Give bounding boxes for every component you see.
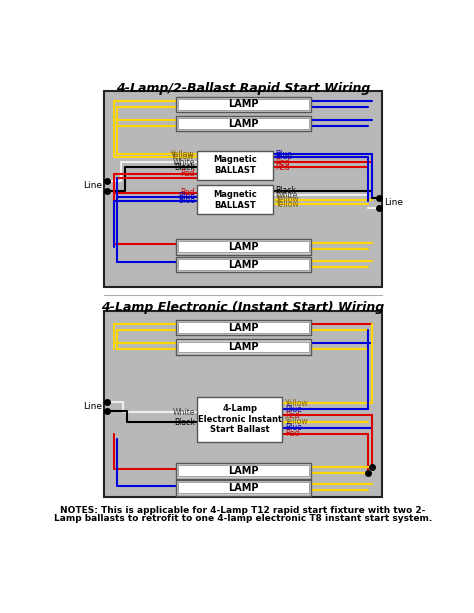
Bar	[175, 480, 311, 495]
Text: Yellow: Yellow	[275, 196, 299, 204]
Text: LAMP: LAMP	[228, 99, 258, 109]
Text: Blue: Blue	[275, 152, 292, 161]
Bar	[175, 257, 311, 272]
Text: Yellow: Yellow	[275, 200, 299, 209]
Text: Black: Black	[174, 418, 195, 427]
Text: Blue: Blue	[178, 196, 195, 205]
Text: Red: Red	[275, 163, 290, 172]
Text: Blue: Blue	[285, 423, 301, 432]
Bar	[104, 311, 382, 497]
Text: Black: Black	[174, 163, 195, 172]
Bar	[175, 339, 311, 354]
Bar	[197, 185, 273, 215]
Bar	[175, 116, 311, 131]
Text: Blue: Blue	[275, 150, 292, 159]
Text: Red: Red	[275, 158, 290, 167]
Bar	[197, 397, 283, 441]
Text: Line: Line	[83, 181, 102, 191]
Text: Lamp ballasts to retrofit to one 4-lamp electronic T8 instant start system.: Lamp ballasts to retrofit to one 4-lamp …	[54, 514, 432, 523]
Text: 4-Lamp
Electronic Instant
Start Ballast: 4-Lamp Electronic Instant Start Ballast	[198, 405, 282, 434]
Bar	[175, 97, 311, 112]
Text: LAMP: LAMP	[228, 342, 258, 352]
Text: 4-Lamp Electronic (Instant Start) Wiring: 4-Lamp Electronic (Instant Start) Wiring	[101, 301, 384, 314]
Bar	[178, 341, 309, 352]
Bar	[175, 239, 311, 254]
Text: Black: Black	[275, 186, 296, 195]
Text: LAMP: LAMP	[228, 259, 258, 270]
Bar	[197, 151, 273, 180]
Text: Magnetic
BALLAST: Magnetic BALLAST	[213, 190, 257, 210]
Text: Red: Red	[181, 188, 195, 197]
Bar	[178, 99, 309, 110]
Text: 4-Lamp/2-Ballast Rapid Start Wiring: 4-Lamp/2-Ballast Rapid Start Wiring	[116, 82, 370, 95]
Text: Blue: Blue	[178, 192, 195, 201]
Text: LAMP: LAMP	[228, 118, 258, 129]
Bar	[178, 259, 309, 270]
Bar	[178, 482, 309, 493]
Text: Yellow: Yellow	[171, 152, 195, 161]
Text: Red: Red	[285, 411, 299, 420]
Text: Line: Line	[83, 402, 102, 411]
Bar	[175, 320, 311, 335]
Text: LAMP: LAMP	[228, 322, 258, 333]
Text: White: White	[173, 158, 195, 167]
Text: LAMP: LAMP	[228, 466, 258, 476]
Text: Magnetic
BALLAST: Magnetic BALLAST	[213, 156, 257, 175]
Text: NOTES: This is applicable for 4-Lamp T12 rapid start fixture with two 2-: NOTES: This is applicable for 4-Lamp T12…	[60, 506, 426, 516]
Text: Yellow: Yellow	[285, 417, 309, 426]
Text: White: White	[173, 408, 195, 417]
Bar	[178, 118, 309, 129]
Bar	[175, 463, 311, 479]
Bar	[178, 322, 309, 333]
Bar	[104, 91, 382, 287]
Text: White: White	[275, 191, 298, 200]
Bar	[178, 465, 309, 476]
Text: Line: Line	[384, 199, 403, 207]
Text: Red: Red	[285, 430, 299, 438]
Text: Red: Red	[181, 169, 195, 178]
Text: LAMP: LAMP	[228, 483, 258, 493]
Text: Yellow: Yellow	[285, 398, 309, 408]
Bar	[178, 242, 309, 252]
Text: Blue: Blue	[285, 405, 301, 414]
Text: Yellow: Yellow	[171, 150, 195, 159]
Text: LAMP: LAMP	[228, 242, 258, 252]
